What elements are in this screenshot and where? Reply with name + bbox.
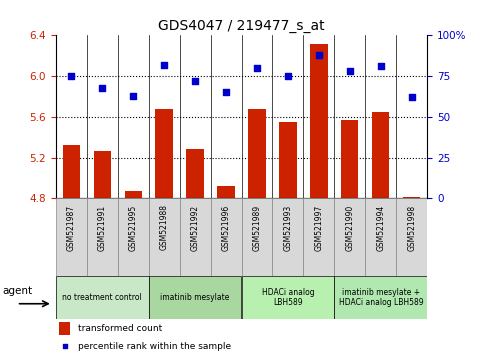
Text: GSM521996: GSM521996 [222, 205, 230, 251]
Bar [211, 198, 242, 276]
Point [284, 73, 292, 79]
Text: HDACi analog
LBH589: HDACi analog LBH589 [262, 288, 314, 307]
Point [191, 78, 199, 84]
Bar [372, 112, 389, 198]
Bar [186, 149, 203, 198]
Bar [248, 109, 266, 198]
Bar [303, 198, 334, 276]
Point [377, 63, 385, 69]
Bar [311, 44, 327, 198]
Text: GSM521997: GSM521997 [314, 205, 324, 251]
Bar [280, 122, 297, 198]
Bar [242, 198, 272, 276]
Bar [341, 120, 358, 198]
Bar [117, 198, 149, 276]
Bar [180, 198, 211, 276]
Text: GSM521989: GSM521989 [253, 205, 261, 251]
Point [253, 65, 261, 71]
Bar [94, 152, 111, 198]
Text: transformed count: transformed count [78, 324, 162, 333]
Text: GSM521995: GSM521995 [128, 205, 138, 251]
Bar [125, 191, 142, 198]
Text: GSM521994: GSM521994 [376, 205, 385, 251]
Bar [59, 322, 71, 335]
Text: GSM521992: GSM521992 [190, 205, 199, 251]
Bar [334, 276, 427, 319]
Text: imatinib mesylate +
HDACi analog LBH589: imatinib mesylate + HDACi analog LBH589 [339, 288, 423, 307]
Bar [56, 276, 149, 319]
Bar [149, 276, 242, 319]
Bar [56, 198, 86, 276]
Bar [403, 197, 421, 198]
Point [315, 52, 323, 58]
Text: GSM521988: GSM521988 [159, 205, 169, 251]
Text: GSM521998: GSM521998 [408, 205, 416, 251]
Bar [62, 145, 80, 198]
Point [98, 85, 106, 90]
Point [67, 73, 75, 79]
Point [222, 90, 230, 95]
Text: imatinib mesylate: imatinib mesylate [160, 293, 230, 302]
Text: GSM521987: GSM521987 [67, 205, 75, 251]
Text: percentile rank within the sample: percentile rank within the sample [78, 342, 231, 351]
Point [408, 95, 416, 100]
Text: agent: agent [3, 286, 33, 296]
Bar [272, 198, 303, 276]
Point [61, 343, 69, 349]
Point [160, 62, 168, 68]
Point [346, 68, 354, 74]
Bar [149, 198, 180, 276]
Text: GSM521993: GSM521993 [284, 205, 293, 251]
Text: GSM521991: GSM521991 [98, 205, 107, 251]
Text: GSM521990: GSM521990 [345, 205, 355, 251]
Bar [334, 198, 366, 276]
Point [129, 93, 137, 98]
Bar [366, 198, 397, 276]
Text: no treatment control: no treatment control [62, 293, 142, 302]
Bar [217, 186, 235, 198]
Bar [397, 198, 427, 276]
Bar [86, 198, 117, 276]
Bar [156, 109, 172, 198]
Title: GDS4047 / 219477_s_at: GDS4047 / 219477_s_at [158, 19, 325, 33]
Bar [242, 276, 334, 319]
